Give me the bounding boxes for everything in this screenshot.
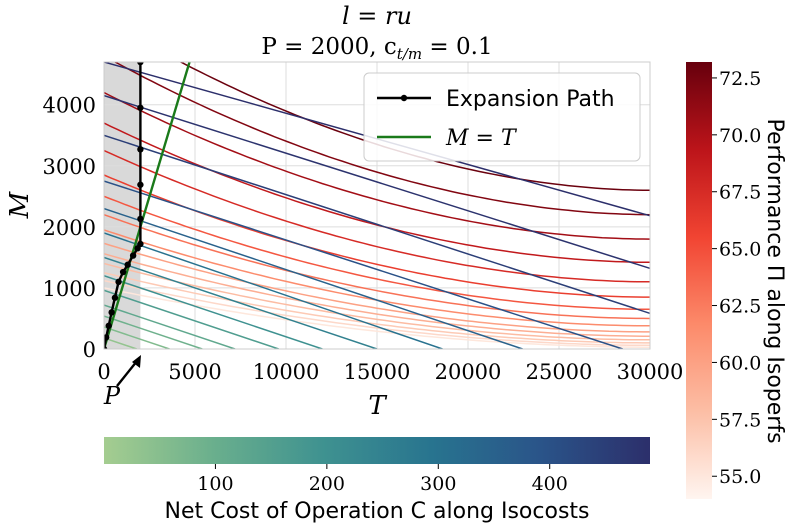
isocost-lines [104, 62, 650, 349]
legend-box [363, 72, 641, 162]
isoperf-colorbar-ticks: 55.0 57.5 60.0 62.5 65.0 67.5 70.0 72.5 [712, 68, 761, 488]
isocost-line [104, 289, 279, 349]
x-tick-label: 5000 [168, 360, 221, 384]
expansion-path-point [124, 261, 131, 268]
isoperf-colorbar-tick-label: 55.0 [719, 466, 761, 488]
isocost-colorbar-tick-label: 300 [420, 473, 456, 495]
isocost-line [104, 304, 236, 349]
expansion-path-point [137, 62, 144, 66]
isocost-line [104, 180, 623, 349]
isocost-line [104, 232, 443, 349]
isocost-colorbar-label: Net Cost of Operation C along Isocosts [164, 499, 589, 524]
p-marker-arrow [116, 355, 141, 387]
expansion-path-point [115, 278, 122, 286]
isocost-colorbar-ticks: 100 200 300 400 [197, 464, 568, 495]
isoperf-colorbar-tick-label: 57.5 [719, 409, 761, 431]
isoperf-colorbar-label: Performance Π along Isoperfs [762, 118, 787, 443]
legend-label-m-equals-t: M = T [445, 126, 518, 151]
x-tick-label: 30000 [617, 360, 684, 384]
isocost-line [104, 134, 650, 315]
legend-swatch-expansion-path-marker [400, 94, 408, 102]
isoperf-line [104, 252, 650, 337]
isoperf-line [104, 271, 650, 344]
expansion-path-point [104, 334, 110, 341]
x-tick-label: 15000 [344, 360, 411, 384]
y-tick-label: 2000 [43, 216, 96, 240]
y-axis-ticks: 0 1000 2000 3000 4000 [43, 94, 96, 362]
isoperf-line [104, 279, 650, 347]
isocost-colorbar-tick-label: 400 [532, 473, 568, 495]
isocost-line [104, 337, 137, 349]
isocost-colorbar-tick-label: 100 [197, 473, 233, 495]
x-tick-label: 25000 [526, 360, 593, 384]
isoperf-colorbar-tick-label: 67.5 [719, 182, 761, 204]
isocost-line [104, 256, 378, 349]
expansion-path-point [105, 322, 112, 329]
expansion-path-point [137, 181, 144, 188]
x-tick-label: 0 [97, 360, 110, 384]
isoperf-colorbar-tick-label: 70.0 [719, 125, 761, 147]
x-tick-label: 10000 [253, 360, 320, 384]
expansion-path-point [108, 309, 115, 316]
isocost-line [104, 326, 170, 349]
isocost-line [104, 94, 650, 270]
legend: Expansion Path M = T [363, 72, 641, 162]
isoperf-line [104, 213, 650, 320]
isoperf-line [104, 195, 650, 311]
x-tick-label: 20000 [435, 360, 502, 384]
expansion-path-point [119, 268, 127, 276]
expansion-path-point [104, 345, 108, 349]
isoperf-line [104, 91, 650, 240]
m-equals-t-line [104, 62, 191, 349]
chart-title-line2: P = 2000, ct/m = 0.1 [261, 34, 492, 63]
isocost-colorbar-tick-label: 200 [309, 473, 345, 495]
y-axis-label: M [5, 190, 35, 219]
isoperf-colorbar-tick-label: 60.0 [719, 352, 761, 374]
isoperf-colorbar [686, 62, 712, 499]
x-axis-ticks: 0 5000 10000 15000 20000 25000 30000 [97, 360, 683, 384]
y-tick-label: 0 [83, 338, 96, 362]
isocost-colorbar [104, 437, 650, 464]
isoperf-line [104, 149, 650, 283]
y-tick-label: 1000 [43, 277, 96, 301]
expansion-path-point [111, 294, 119, 301]
plot-frame [103, 61, 651, 350]
isoperf-line [113, 62, 650, 216]
chart-title-line1: l = ru [342, 2, 412, 30]
y-tick-label: 3000 [43, 155, 96, 179]
isocost-line [104, 315, 203, 349]
isoperf-colorbar-tick-label: 65.0 [719, 239, 761, 261]
expansion-path-point [137, 215, 144, 223]
p-marker-label: P [103, 382, 121, 410]
isoperf-colorbar-tick-label: 72.5 [719, 68, 761, 90]
expansion-path-point [137, 240, 144, 248]
expansion-path-line [104, 62, 142, 349]
isocost-line [104, 62, 650, 217]
isoperf-colorbar-tick-label: 62.5 [719, 296, 761, 318]
isoperf-line [104, 287, 650, 348]
isocost-line [104, 207, 523, 349]
expansion-path-point [129, 252, 137, 259]
y-tick-label: 4000 [43, 94, 96, 118]
legend-label-expansion-path: Expansion Path [446, 87, 615, 112]
expansion-path-point [137, 146, 144, 153]
isocost-line [104, 275, 323, 349]
x-axis-label: T [368, 391, 387, 421]
expansion-path-point [137, 104, 144, 111]
isoperf-line [104, 262, 650, 341]
